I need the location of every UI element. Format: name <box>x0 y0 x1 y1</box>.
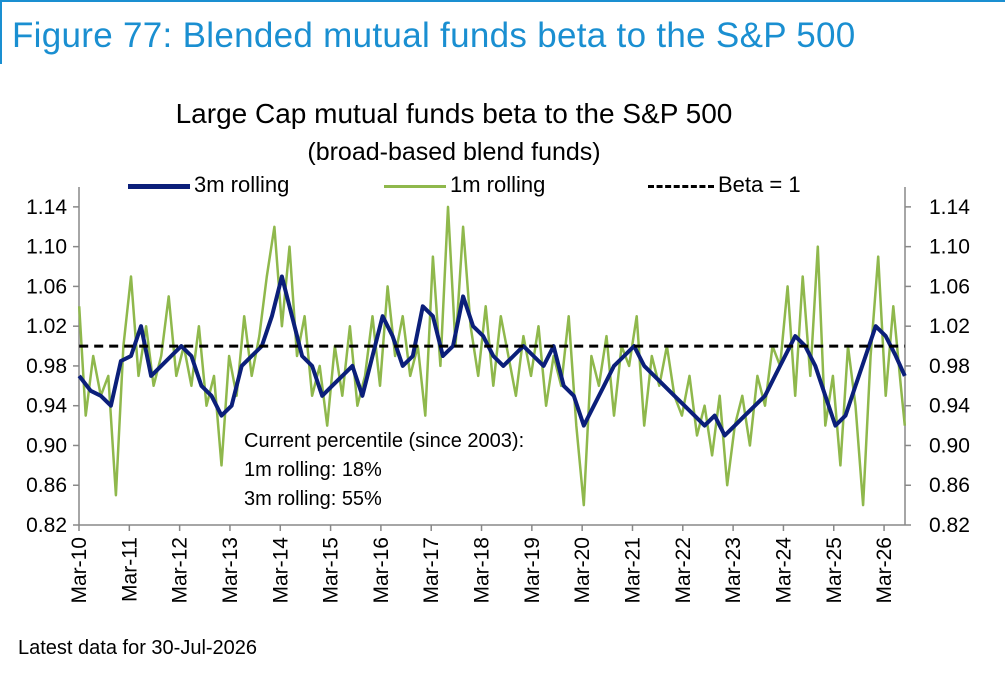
legend-label-beta: Beta = 1 <box>718 172 801 197</box>
legend-item-beta: Beta = 1 <box>648 172 801 198</box>
legend-label-3m: 3m rolling <box>194 172 290 197</box>
legend-item-1m: 1m rolling <box>384 172 545 198</box>
series-3m-rolling-line <box>77 274 907 438</box>
y-tick-label-right: 1.10 <box>929 236 970 259</box>
y-tick-label-right: 1.14 <box>929 196 970 219</box>
x-tick-label: Mar-26 <box>873 537 896 604</box>
chart-subtitle: (broad-based blend funds) <box>307 138 601 166</box>
y-tick-label-left: 0.94 <box>26 395 67 418</box>
y-tick-label-left: 1.10 <box>26 236 67 259</box>
x-tick-label: Mar-24 <box>772 537 795 604</box>
figure-header: Figure 77: Blended mutual funds beta to … <box>0 0 1005 64</box>
y-tick-label-right: 1.06 <box>929 275 970 298</box>
y-tick-label-right: 1.02 <box>929 315 970 338</box>
annotation-1m-percentile: 1m rolling: 18% <box>244 459 382 481</box>
y-tick-label-left: 0.82 <box>26 514 67 537</box>
y-tick-label-left: 1.14 <box>26 196 67 219</box>
x-tick-label: Mar-21 <box>621 537 644 604</box>
y-tick-label-left: 0.98 <box>26 355 67 378</box>
x-tick-label: Mar-17 <box>420 537 443 604</box>
annotation-3m-percentile: 3m rolling: 55% <box>244 488 382 510</box>
y-tick-label-left: 0.86 <box>26 474 67 497</box>
y-tick-label-left: 1.06 <box>26 275 67 298</box>
x-tick-label: Mar-20 <box>571 537 594 604</box>
x-tick-label: Mar-25 <box>823 537 846 604</box>
legend-swatch-3m <box>128 183 190 189</box>
x-tick-label: Mar-14 <box>269 537 292 604</box>
x-tick-label: Mar-19 <box>521 537 544 604</box>
x-tick-label: Mar-15 <box>320 537 343 604</box>
chart-title: Large Cap mutual funds beta to the S&P 5… <box>175 98 733 129</box>
y-tick-label-left: 0.90 <box>26 434 67 457</box>
legend-swatch-1m <box>384 184 446 188</box>
y-tick-label-right: 0.82 <box>929 514 970 537</box>
annotation-percentile-heading: Current percentile (since 2003): <box>244 430 525 452</box>
y-tick-label-left: 1.02 <box>26 315 67 338</box>
x-tick-label: Mar-18 <box>471 537 494 604</box>
x-tick-label: Mar-23 <box>722 537 745 604</box>
x-tick-label: Mar-13 <box>219 537 242 604</box>
y-tick-label-right: 0.94 <box>929 395 970 418</box>
y-tick-label-right: 0.90 <box>929 434 970 457</box>
legend-label-1m: 1m rolling <box>450 172 546 197</box>
figure-title: Figure 77: Blended mutual funds beta to … <box>12 16 856 55</box>
x-tick-label: Mar-10 <box>68 537 91 604</box>
footnote: Latest data for 30-Jul-2026 <box>18 637 258 659</box>
y-tick-label-right: 0.86 <box>929 474 970 497</box>
x-tick-label: Mar-22 <box>672 537 695 604</box>
x-tick-label: Mar-11 <box>118 537 141 602</box>
x-tick-label: Mar-12 <box>169 537 192 604</box>
legend-item-3m: 3m rolling <box>128 172 289 198</box>
y-tick-label-right: 0.98 <box>929 355 970 378</box>
legend-swatch-beta <box>648 184 714 188</box>
x-tick-label: Mar-16 <box>370 537 393 604</box>
